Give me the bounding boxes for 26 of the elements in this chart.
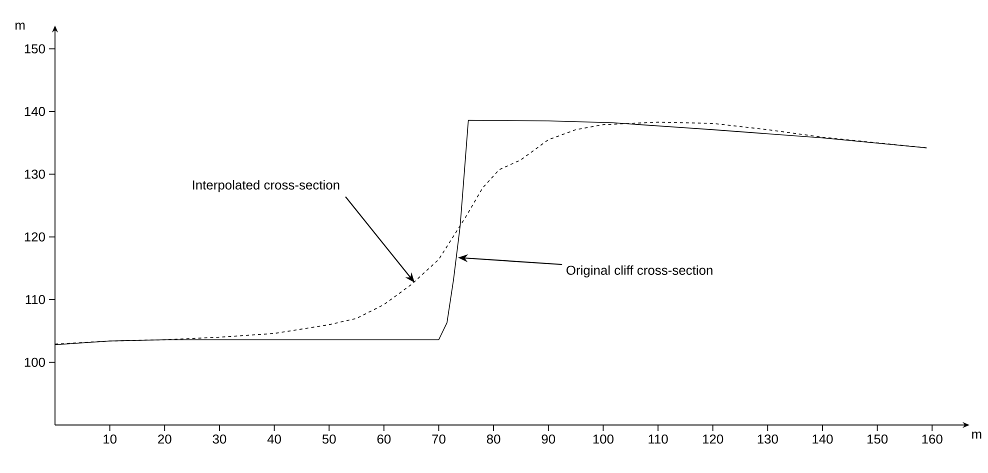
x-tick-label: 90 bbox=[542, 434, 556, 444]
x-axis-title: m bbox=[972, 432, 982, 439]
y-axis-title: m bbox=[16, 22, 25, 30]
y-tick-label: 120 bbox=[24, 232, 45, 242]
x-tick-label: 150 bbox=[867, 434, 888, 444]
x-tick-label: 140 bbox=[812, 434, 833, 444]
x-tick-label: 40 bbox=[267, 434, 281, 444]
annotation: Interpolated cross-section bbox=[192, 180, 340, 192]
x-tick-label: 50 bbox=[322, 434, 336, 444]
y-tick-label: 100 bbox=[24, 358, 45, 367]
x-tick-label: 30 bbox=[212, 434, 226, 444]
x-tick-label: 60 bbox=[377, 434, 391, 444]
x-tick-label: 20 bbox=[158, 434, 172, 444]
x-tick-label: 70 bbox=[432, 434, 446, 444]
annotation: Original cliff cross-section bbox=[566, 265, 712, 278]
y-tick-label: 150 bbox=[24, 44, 45, 54]
x-tick-label: 120 bbox=[703, 434, 724, 444]
y-tick-label: 140 bbox=[24, 106, 45, 116]
x-tick-label: 130 bbox=[758, 434, 778, 444]
x-tick-label: 10 bbox=[104, 434, 117, 444]
x-tick-label: 160 bbox=[922, 434, 942, 444]
y-tick-label: 130 bbox=[24, 170, 45, 179]
y-tick-label: 110 bbox=[26, 295, 45, 304]
x-tick-label: 100 bbox=[593, 434, 614, 444]
x-tick-label: 110 bbox=[648, 434, 668, 444]
x-tick-label: 80 bbox=[486, 434, 500, 444]
